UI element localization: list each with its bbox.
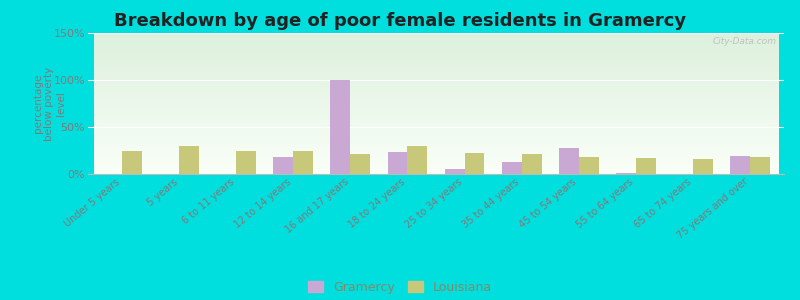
Bar bbox=[122, 152, 142, 174]
Y-axis label: percentage
below poverty
level: percentage below poverty level bbox=[33, 66, 66, 141]
Bar bbox=[236, 151, 256, 174]
Text: City-Data.com: City-Data.com bbox=[713, 37, 777, 46]
Bar bbox=[750, 157, 770, 174]
Legend: Gramercy, Louisiana: Gramercy, Louisiana bbox=[308, 281, 492, 294]
Bar bbox=[558, 148, 578, 174]
Bar bbox=[730, 156, 750, 174]
Bar bbox=[636, 158, 656, 174]
Bar bbox=[578, 157, 598, 174]
Bar bbox=[387, 152, 407, 174]
Bar bbox=[407, 146, 427, 174]
Bar bbox=[465, 153, 485, 174]
Text: Breakdown by age of poor female residents in Gramercy: Breakdown by age of poor female resident… bbox=[114, 12, 686, 30]
Bar bbox=[522, 154, 542, 174]
Bar bbox=[445, 169, 465, 174]
Bar bbox=[350, 154, 370, 174]
Bar bbox=[693, 159, 713, 174]
Bar bbox=[502, 162, 522, 174]
Bar bbox=[274, 157, 294, 174]
Bar bbox=[330, 80, 350, 174]
Bar bbox=[294, 151, 314, 174]
Bar bbox=[179, 146, 199, 174]
Bar bbox=[616, 173, 636, 174]
